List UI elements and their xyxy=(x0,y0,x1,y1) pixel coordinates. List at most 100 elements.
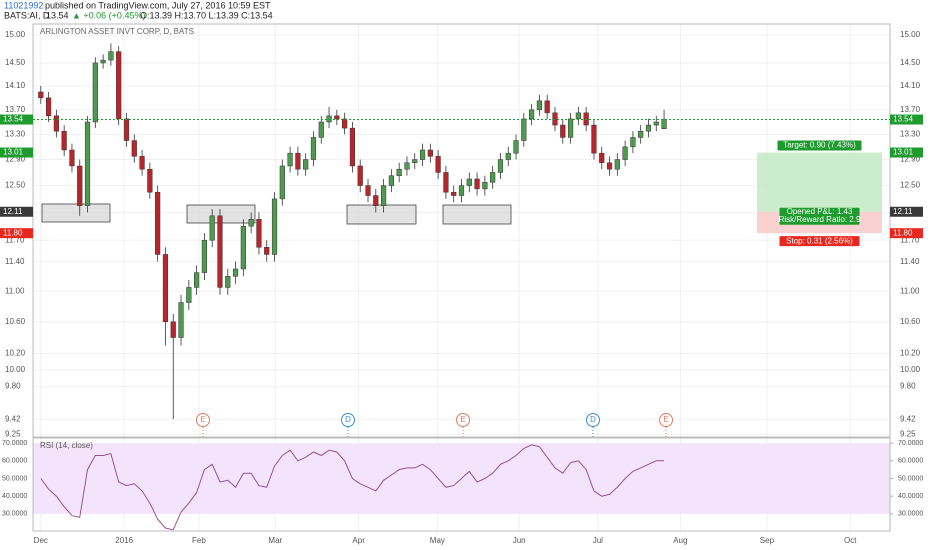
x-tick-label: Aug xyxy=(673,536,687,545)
candle-body xyxy=(419,149,426,160)
candle-body xyxy=(404,162,410,170)
y-tick-label-left: 14.10 xyxy=(5,81,26,90)
y-tick-label-left: 13.70 xyxy=(5,105,26,114)
event-label: D xyxy=(345,415,351,424)
candle-body xyxy=(116,51,122,120)
candle-body xyxy=(536,100,542,111)
published: published on TradingView.com, July 27, 2… xyxy=(45,0,271,10)
candle-body xyxy=(583,112,589,126)
y-tick-label-right: 13.30 xyxy=(900,129,921,138)
y-tick-label-left: 10.20 xyxy=(5,349,26,358)
y-tick-label-left: 10.60 xyxy=(5,317,26,326)
price-badge-label-left: 11.80 xyxy=(3,228,23,237)
author[interactable]: 11021992 xyxy=(4,0,43,10)
candle-body xyxy=(591,124,597,154)
candle-body xyxy=(264,247,270,255)
candle-body xyxy=(240,225,246,270)
candle-body xyxy=(365,185,371,196)
x-tick-label: Dec xyxy=(34,536,48,545)
candle-body xyxy=(287,152,293,167)
stop-badge xyxy=(779,236,860,247)
y-tick-label-right: 13.70 xyxy=(900,105,921,114)
candle-body xyxy=(256,219,262,248)
y-tick-label-left: 14.50 xyxy=(5,58,26,67)
candle-body xyxy=(45,97,52,117)
stop-text: Stop: 0.31 (2.56%) xyxy=(786,236,853,245)
events: E D E D E xyxy=(196,413,673,437)
y-tick-label-left: 60.0000 xyxy=(2,458,27,465)
candle-body xyxy=(147,168,153,193)
price-badge-label-right: 12.11 xyxy=(893,207,913,216)
candle-body xyxy=(505,152,511,160)
candle-body xyxy=(232,268,239,277)
y-tick-label-left: 12.90 xyxy=(5,155,26,164)
candle-body xyxy=(645,124,652,132)
y-tick-label-right: 10.20 xyxy=(900,349,921,358)
zone xyxy=(442,204,512,225)
symbol: BATS:AI, D xyxy=(4,10,50,20)
y-tick-label-left: 9.42 xyxy=(5,414,21,423)
y-tick-label-right: 11.00 xyxy=(900,286,920,295)
candle-body xyxy=(303,159,309,170)
candle-body xyxy=(497,159,504,173)
price-badge-label-left: 13.54 xyxy=(3,115,24,124)
y-tick-label-right: 40.0000 xyxy=(898,493,923,500)
candle-body xyxy=(155,191,161,255)
zone xyxy=(41,203,111,223)
event-marker[interactable] xyxy=(341,413,355,427)
candle-body xyxy=(614,159,620,170)
y-tick-label-right: 11.70 xyxy=(900,235,920,244)
last-price: 13.54 xyxy=(46,10,69,20)
candle-body xyxy=(38,91,44,99)
y-tick-label-left: 11.00 xyxy=(5,286,25,295)
x-tick-label: Feb xyxy=(192,536,206,545)
event-marker[interactable] xyxy=(196,413,210,427)
event-marker[interactable] xyxy=(586,413,600,427)
event-marker[interactable] xyxy=(659,413,673,427)
candle-body xyxy=(388,175,394,186)
candle-body xyxy=(552,112,558,126)
price-badge-label-right: 11.80 xyxy=(893,228,913,237)
candle-body xyxy=(606,162,613,170)
candle-body xyxy=(162,254,169,323)
candle-body xyxy=(84,121,91,206)
y-tick-label-left: 30.0000 xyxy=(2,511,27,518)
pnl-text: Opened P&L: 1.43 xyxy=(787,207,853,216)
candle-body xyxy=(53,115,59,132)
candle-body xyxy=(521,118,527,141)
y-tick-label-right: 60.0000 xyxy=(898,458,923,465)
candle-body xyxy=(131,140,137,157)
y-tick-label-right: 14.10 xyxy=(900,81,921,90)
header-bar xyxy=(0,0,932,22)
candle-body xyxy=(599,152,605,164)
candle-body xyxy=(396,168,402,176)
y-tick-label-right: 12.50 xyxy=(900,181,921,190)
candle-body xyxy=(100,59,106,64)
candle-body xyxy=(474,178,480,190)
candle-body xyxy=(170,321,176,338)
y-tick-label-right: 50.0000 xyxy=(898,475,923,482)
y-tick-label-left: 50.0000 xyxy=(2,475,27,482)
event-marker[interactable] xyxy=(456,413,470,427)
price-badge-right xyxy=(890,114,923,125)
price-badge-label-right: 13.54 xyxy=(893,115,914,124)
candle-body xyxy=(318,121,324,138)
candle-body xyxy=(622,146,628,160)
candle-body xyxy=(373,195,379,206)
y-tick-label-right: 11.40 xyxy=(900,257,920,266)
zone xyxy=(346,204,417,225)
candle-body xyxy=(225,276,231,288)
candle-body xyxy=(513,140,519,154)
event-label: D xyxy=(590,415,596,424)
candle-body xyxy=(201,239,207,273)
candle-body xyxy=(248,219,254,227)
y-tick-label-right: 10.00 xyxy=(900,365,921,374)
rsi-title: RSI (14, close) xyxy=(40,441,93,450)
candle-body xyxy=(575,112,581,120)
price-badge-left xyxy=(0,147,33,158)
candle-body xyxy=(638,130,644,138)
candle-body xyxy=(451,191,457,196)
price-badge-label-left: 13.01 xyxy=(3,148,24,157)
price-badge-right xyxy=(890,147,923,158)
x-tick-label: Sep xyxy=(760,536,775,545)
